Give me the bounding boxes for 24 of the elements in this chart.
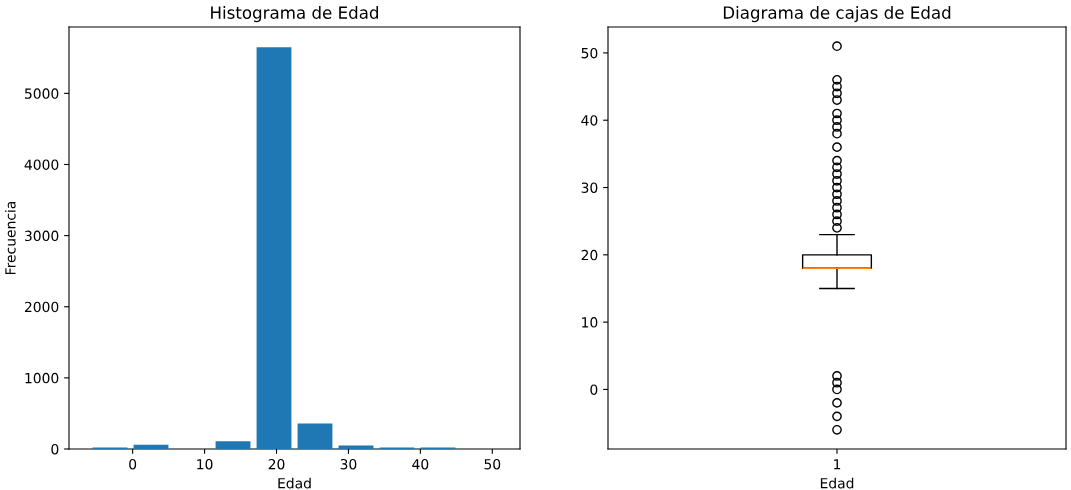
x-axis-title: Edad (278, 477, 311, 489)
y-tick-label: 40 (581, 115, 598, 126)
y-tick-label: 0 (590, 384, 598, 395)
x-tick-label: 50 (484, 458, 501, 470)
x-tick-label: 1 (834, 459, 841, 470)
x-tick-label: 30 (340, 458, 357, 470)
x-tick-label: 40 (412, 458, 429, 470)
y-tick-label: 20 (581, 249, 598, 261)
chart-title: Histograma de Edad (211, 6, 378, 23)
x-tick-label: 20 (268, 458, 285, 470)
x-tick-label: 0 (129, 458, 137, 470)
y-tick-label: 1000 (25, 372, 59, 384)
y-tick-label: 30 (581, 182, 598, 193)
chart-title: Diagrama de cajas de Edad (723, 6, 951, 23)
x-tick-label: 10 (197, 458, 213, 470)
y-tick-label: 3000 (24, 230, 59, 242)
y-tick-label: 50 (581, 47, 598, 59)
y-tick-label: 10 (582, 317, 598, 328)
y-tick-label: 0 (51, 443, 59, 455)
y-tick-label: 5000 (25, 88, 59, 99)
y-tick-label: 2000 (24, 301, 59, 313)
x-axis-title: Edad (820, 477, 854, 489)
y-axis-title: Frecuencia (4, 201, 16, 274)
y-tick-label: 4000 (24, 159, 59, 170)
